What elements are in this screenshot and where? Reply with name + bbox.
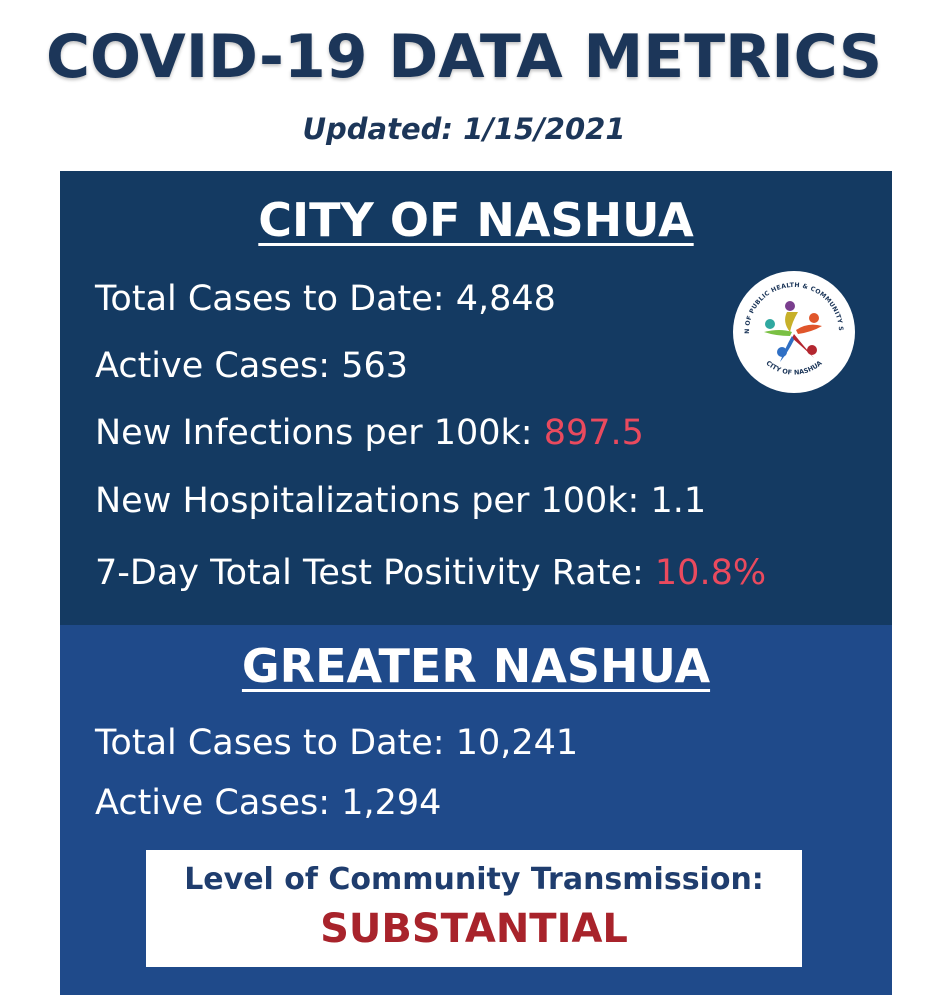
- city-new-infections-value: 897.5: [543, 413, 644, 453]
- greater-total-cases-row: Total Cases to Date: 10,241: [95, 723, 578, 763]
- greater-nashua-panel: GREATER NASHUA Total Cases to Date: 10,2…: [60, 625, 892, 995]
- city-total-cases-row: Total Cases to Date: 4,848: [95, 279, 556, 319]
- greater-heading: GREATER NASHUA: [241, 639, 711, 693]
- city-active-cases-label: Active Cases:: [95, 346, 342, 386]
- greater-active-cases-value: 1,294: [341, 783, 442, 823]
- transmission-level-value: SUBSTANTIAL: [320, 906, 628, 952]
- city-heading: CITY OF NASHUA: [258, 193, 694, 247]
- city-new-hospitalizations-label: New Hospitalizations per 100k:: [95, 481, 651, 521]
- transmission-level-label: Level of Community Transmission:: [184, 862, 764, 897]
- city-positivity-value: 10.8%: [654, 553, 767, 593]
- city-new-hospitalizations-row: New Hospitalizations per 100k: 1.1: [95, 481, 706, 521]
- city-positivity-label: 7-Day Total Test Positivity Rate:: [95, 553, 655, 593]
- page-title: COVID-19 DATA METRICS: [45, 22, 883, 92]
- greater-active-cases-row: Active Cases: 1,294: [95, 783, 441, 823]
- city-new-hospitalizations-value: 1.1: [650, 481, 707, 521]
- greater-total-cases-label: Total Cases to Date:: [95, 723, 456, 763]
- updated-date: Updated: 1/15/2021: [302, 112, 626, 146]
- greater-total-cases-value: 10,241: [455, 723, 579, 763]
- people-figures-icon: [764, 301, 822, 362]
- city-total-cases-value: 4,848: [455, 279, 556, 319]
- public-health-logo: DIVISION OF PUBLIC HEALTH & COMMUNITY SE…: [732, 270, 855, 393]
- greater-active-cases-label: Active Cases:: [95, 783, 342, 823]
- logo-circle: [733, 271, 855, 393]
- city-active-cases-row: Active Cases: 563: [95, 346, 408, 386]
- city-positivity-row: 7-Day Total Test Positivity Rate: 10.8%: [95, 553, 766, 593]
- city-active-cases-value: 563: [341, 346, 409, 386]
- transmission-level-box: Level of Community Transmission: SUBSTAN…: [146, 850, 802, 967]
- city-new-infections-row: New Infections per 100k: 897.5: [95, 413, 644, 453]
- city-new-infections-label: New Infections per 100k:: [95, 413, 544, 453]
- city-of-nashua-panel: CITY OF NASHUA Total Cases to Date: 4,84…: [60, 171, 892, 625]
- city-total-cases-label: Total Cases to Date:: [95, 279, 456, 319]
